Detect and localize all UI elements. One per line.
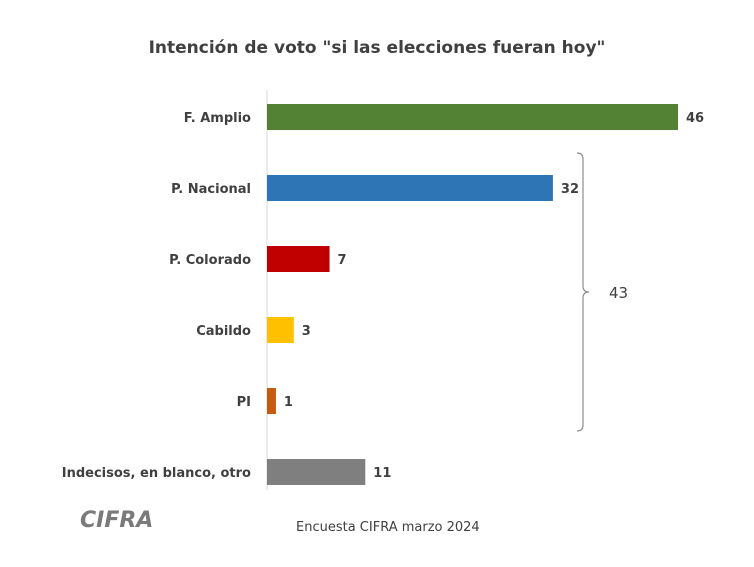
category-label-3: Cabildo	[196, 324, 251, 339]
value-label-1: 32	[561, 182, 579, 197]
category-label-5: Indecisos, en blanco, otro	[62, 466, 251, 481]
brace-annotation: 43	[576, 152, 628, 432]
bars-layer: F. Amplio 46 P. Nacional 32 P. Colorado 7 Cabi…	[62, 104, 704, 485]
value-label-5: 11	[373, 466, 391, 481]
value-label-0: 46	[686, 111, 704, 126]
source-note: Encuesta CIFRA marzo 2024	[296, 520, 480, 535]
cifra-logo: CIFRA	[80, 508, 154, 533]
brace-total-label: 43	[609, 284, 628, 302]
chart-title: Intención de voto "si las elecciones fue…	[148, 38, 606, 58]
bar-3	[267, 317, 294, 343]
bar-5	[267, 459, 366, 485]
bar-2	[267, 246, 330, 272]
group-brace	[576, 152, 590, 432]
category-label-2: P. Colorado	[169, 253, 251, 268]
value-label-2: 7	[338, 253, 347, 268]
category-label-0: F. Amplio	[184, 111, 251, 126]
category-label-4: PI	[237, 395, 251, 410]
bar-4	[267, 388, 276, 414]
value-label-4: 1	[284, 395, 293, 410]
bar-0	[267, 104, 678, 130]
category-label-1: P. Nacional	[171, 182, 251, 197]
value-label-3: 3	[302, 324, 311, 339]
bar-1	[267, 175, 553, 201]
